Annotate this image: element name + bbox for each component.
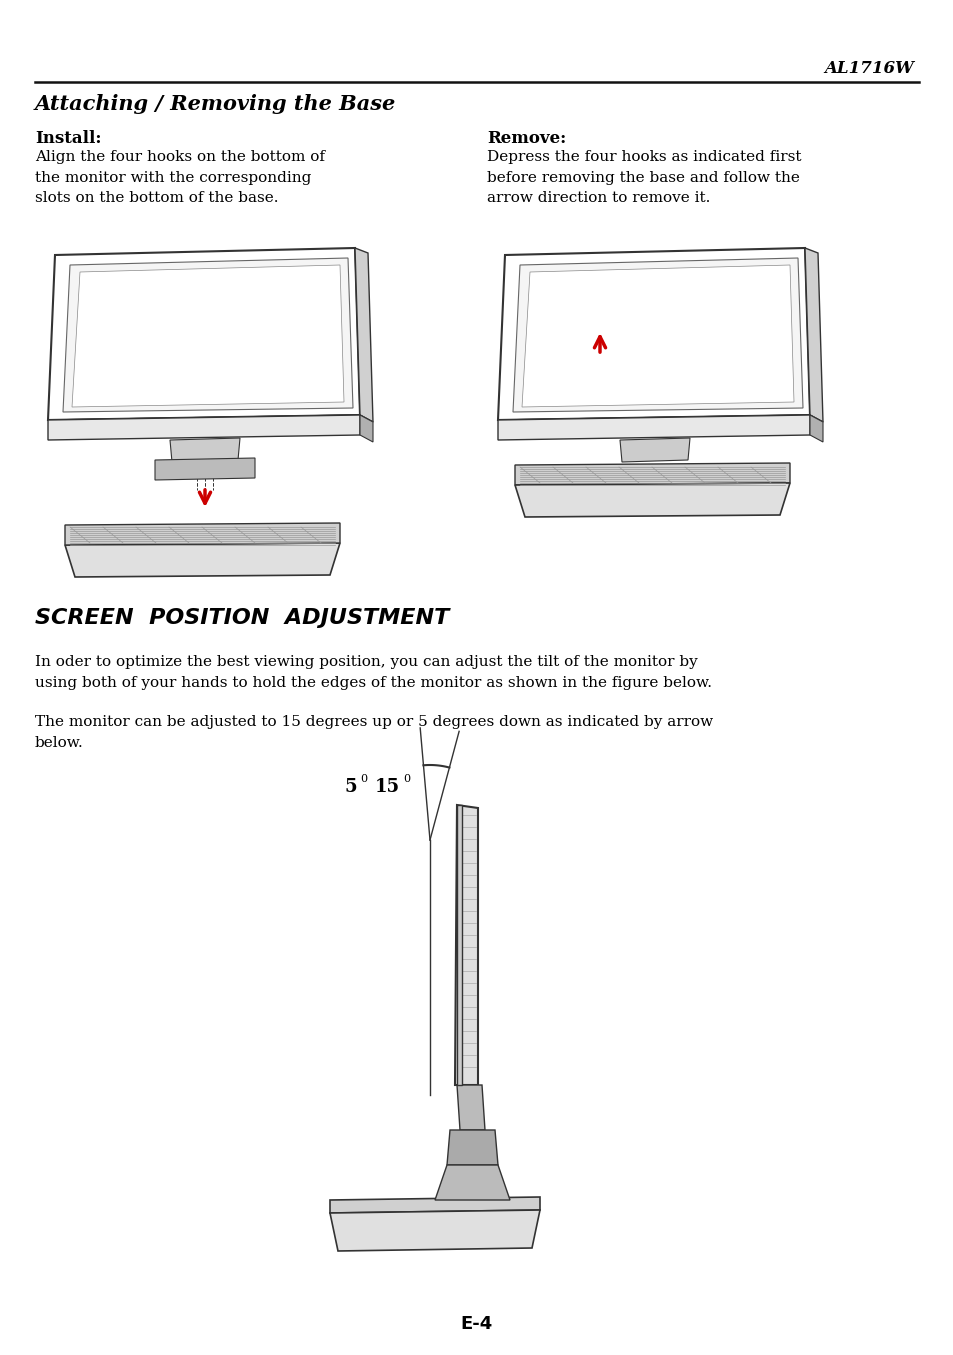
Text: The monitor can be adjusted to 15 degrees up or 5 degrees down as indicated by a: The monitor can be adjusted to 15 degree… — [35, 715, 713, 749]
Text: Align the four hooks on the bottom of
the monitor with the corresponding
slots o: Align the four hooks on the bottom of th… — [35, 150, 325, 205]
Polygon shape — [809, 415, 822, 442]
Text: 0: 0 — [402, 774, 410, 785]
Polygon shape — [515, 463, 789, 485]
Polygon shape — [48, 415, 373, 428]
Text: Remove:: Remove: — [486, 130, 566, 146]
Polygon shape — [65, 543, 339, 577]
Text: acer: acer — [22, 18, 116, 56]
Polygon shape — [63, 257, 353, 412]
Text: SCREEN  POSITION  ADJUSTMENT: SCREEN POSITION ADJUSTMENT — [35, 608, 449, 627]
Polygon shape — [355, 248, 373, 421]
Polygon shape — [154, 458, 254, 480]
Polygon shape — [170, 438, 240, 462]
Text: Depress the four hooks as indicated first
before removing the base and follow th: Depress the four hooks as indicated firs… — [486, 150, 801, 205]
Polygon shape — [513, 257, 802, 412]
Text: 0: 0 — [359, 774, 367, 785]
Polygon shape — [497, 415, 809, 440]
Text: Install:: Install: — [35, 130, 101, 146]
Polygon shape — [330, 1210, 539, 1251]
Polygon shape — [619, 438, 689, 462]
Text: 5: 5 — [344, 778, 356, 795]
Polygon shape — [447, 1130, 497, 1165]
Polygon shape — [455, 805, 477, 1085]
Polygon shape — [48, 248, 359, 420]
Text: E-4: E-4 — [460, 1314, 493, 1333]
Polygon shape — [65, 523, 339, 545]
Polygon shape — [71, 266, 344, 406]
Text: 15: 15 — [375, 778, 399, 795]
Polygon shape — [48, 415, 359, 440]
Polygon shape — [330, 1196, 539, 1213]
Polygon shape — [804, 248, 822, 421]
Text: Attaching / Removing the Base: Attaching / Removing the Base — [35, 93, 395, 114]
Text: In oder to optimize the best viewing position, you can adjust the tilt of the mo: In oder to optimize the best viewing pos… — [35, 654, 711, 690]
Polygon shape — [515, 482, 789, 518]
Polygon shape — [497, 415, 822, 428]
Polygon shape — [497, 248, 809, 420]
Bar — [456, 805, 461, 1085]
Polygon shape — [359, 415, 373, 442]
Polygon shape — [435, 1165, 510, 1201]
Polygon shape — [456, 1085, 484, 1130]
Polygon shape — [521, 266, 793, 406]
Text: AL1716W: AL1716W — [823, 60, 913, 77]
